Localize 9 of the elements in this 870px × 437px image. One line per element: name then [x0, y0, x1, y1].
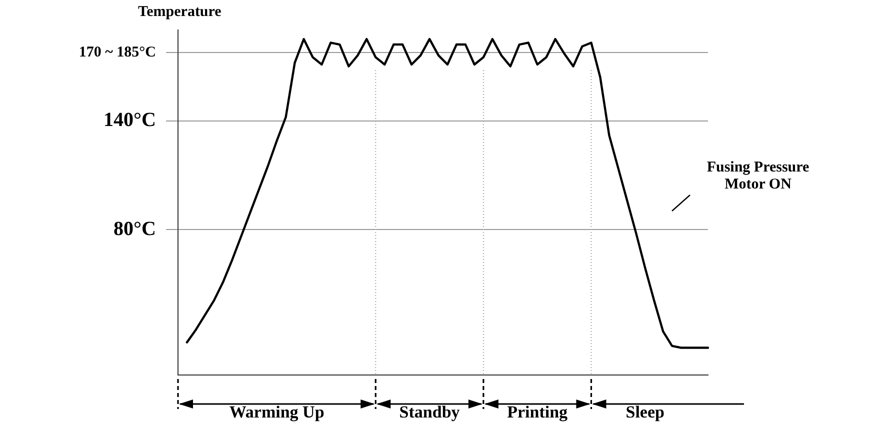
x-tick-label: Warming Up [229, 402, 324, 422]
y-tick-label: 170 ~ 185°C [78, 44, 156, 61]
x-tick-label: Printing [507, 402, 568, 422]
y-tick-label: 140°C [104, 108, 156, 131]
y-tick-label: 80°C [114, 218, 156, 240]
x-tick-label: Standby [399, 402, 460, 422]
y-axis-title: Temperature [138, 4, 222, 20]
x-tick-label: Sleep [626, 402, 664, 422]
annotation: Fusing Pressure Motor ON [706, 160, 810, 192]
